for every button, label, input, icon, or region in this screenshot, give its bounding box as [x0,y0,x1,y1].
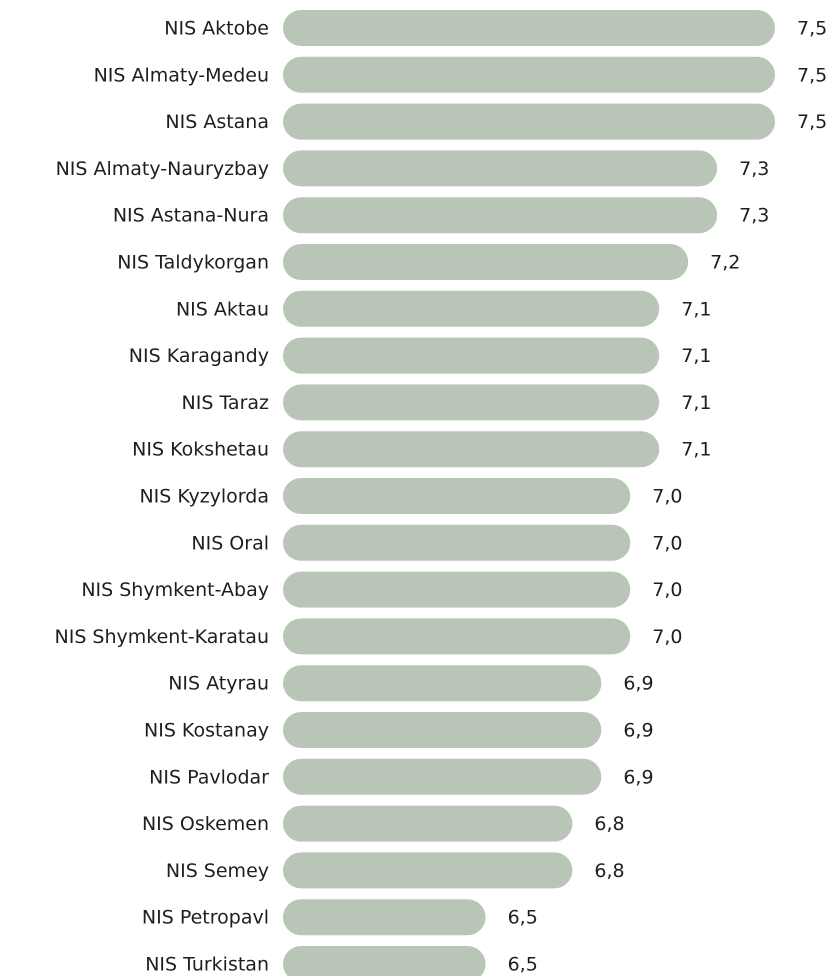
bar [283,150,718,187]
category-label: NIS Almaty-Nauryzbay [56,158,269,180]
value-label: 7,1 [681,345,711,367]
value-label: 7,2 [710,252,740,274]
value-label: 7,5 [797,64,827,86]
value-label: 6,8 [594,860,624,882]
category-label: NIS Pavlodar [149,766,269,788]
category-label: NIS Almaty-Medeu [94,64,269,86]
bar [283,10,775,46]
bar [283,244,689,280]
value-label: 6,5 [508,907,538,929]
category-label: NIS Atyrau [168,673,269,695]
value-label: 7,0 [652,626,682,648]
bar [283,805,573,842]
category-label: NIS Taldykorgan [117,252,269,274]
bar [283,758,602,795]
category-label: NIS Kyzylorda [139,486,269,508]
bar [283,524,631,561]
bar [283,384,660,421]
category-label: NIS Aktobe [164,18,269,40]
bar [283,431,660,468]
category-label: NIS Kokshetau [132,439,269,461]
bar [283,712,602,748]
value-label: 7,1 [681,298,711,320]
bar [283,946,486,976]
value-label: 7,3 [739,205,769,227]
value-label: 6,5 [508,954,538,976]
value-label: 6,9 [623,673,653,695]
category-label: NIS Astana-Nura [113,205,269,227]
bar [283,852,573,889]
bar [283,290,660,327]
category-label: NIS Petropavl [142,907,269,929]
bar [283,337,660,374]
value-label: 6,9 [623,720,653,742]
bar [283,665,602,702]
category-label: NIS Turkistan [145,954,269,976]
category-label: NIS Astana [165,111,269,133]
bar [283,56,775,93]
category-label: NIS Shymkent-Abay [81,579,269,601]
value-label: 7,3 [739,158,769,180]
category-label: NIS Shymkent-Karatau [55,626,270,648]
category-label: NIS Taraz [182,392,269,414]
category-label: NIS Oskemen [142,813,269,835]
category-label: NIS Aktau [176,298,269,320]
bar [283,899,486,936]
value-label: 7,0 [652,579,682,601]
bar [283,197,718,234]
value-label: 6,9 [623,766,653,788]
value-label: 7,0 [652,532,682,554]
category-label: NIS Semey [166,860,269,882]
value-label: 7,1 [681,439,711,461]
value-label: 6,8 [594,813,624,835]
bar [283,618,631,655]
value-label: 7,0 [652,486,682,508]
value-label: 7,1 [681,392,711,414]
bar [283,103,775,140]
category-label: NIS Karagandy [129,345,269,367]
value-label: 7,5 [797,111,827,133]
category-label: NIS Oral [191,532,269,554]
value-label: 7,5 [797,18,827,40]
bar [283,571,631,608]
category-label: NIS Kostanay [144,720,269,742]
bar [283,478,631,514]
